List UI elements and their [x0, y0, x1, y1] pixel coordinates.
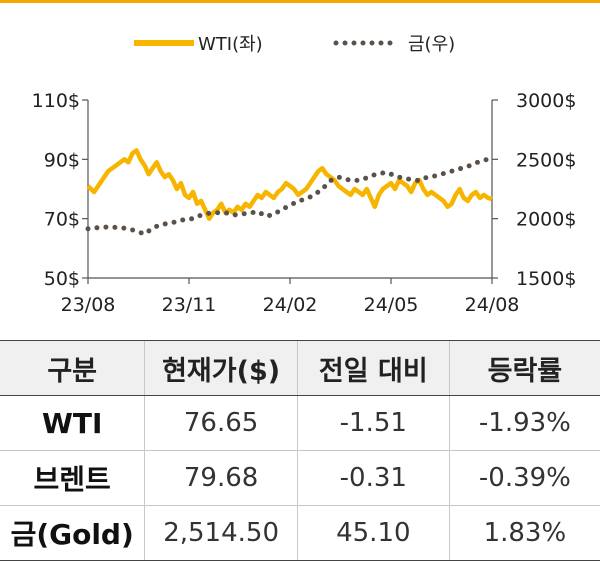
- y-right-tick-label: 1500$: [516, 268, 576, 290]
- legend-wti-label: WTI(좌): [198, 34, 263, 55]
- x-tick-label: 23/08: [61, 294, 116, 316]
- chart: 110$ 90$ 70$ 50$ 3000$ 2500$ 2000$ 1500$ 23/08 23…: [32, 34, 577, 316]
- y-left-tick-label: 70$: [44, 209, 80, 231]
- row-change: 45.10: [296, 505, 450, 561]
- row-rate: -1.93%: [448, 395, 600, 451]
- y-left-tick-label: 50$: [44, 268, 80, 290]
- price-table: 구분 현재가($) 전일 대비 등락률 WTI 76.65 -1.51 -1.9…: [0, 340, 600, 561]
- row-label: 금(Gold): [0, 505, 145, 561]
- row-price: 76.65: [144, 395, 298, 451]
- y-right-tick-label: 2000$: [516, 209, 576, 231]
- row-rate: -0.39%: [448, 450, 600, 506]
- y-right-tick-label: 3000$: [516, 90, 576, 112]
- row-change: -1.51: [296, 395, 450, 451]
- row-label: 브렌트: [0, 450, 145, 506]
- table-row: 브렌트 79.68 -0.31 -0.39%: [0, 450, 600, 506]
- row-rate: 1.83%: [448, 505, 600, 561]
- table-row: 금(Gold) 2,514.50 45.10 1.83%: [0, 505, 600, 561]
- row-label: WTI: [0, 395, 145, 451]
- x-tick-label: 24/02: [263, 294, 318, 316]
- series-line-wti: [86, 148, 493, 221]
- header-change: 전일 대비: [296, 340, 450, 396]
- x-tick-label: 24/08: [465, 294, 520, 316]
- legend-gold-label: 금(우): [408, 34, 455, 55]
- x-tick-label: 24/05: [364, 294, 419, 316]
- y-right-tick-label: 2500$: [516, 149, 576, 171]
- table-header-row: 구분 현재가($) 전일 대비 등락률: [0, 340, 600, 396]
- row-change: -0.31: [296, 450, 450, 506]
- header-price: 현재가($): [144, 340, 298, 396]
- header-category: 구분: [0, 340, 145, 396]
- row-price: 79.68: [144, 450, 298, 506]
- top-accent-border: [0, 0, 600, 3]
- series-line-gold: [85, 155, 495, 237]
- header-rate: 등락률: [448, 340, 600, 396]
- row-price: 2,514.50: [144, 505, 298, 561]
- table-row: WTI 76.65 -1.51 -1.93%: [0, 395, 600, 451]
- y-left-tick-label: 90$: [44, 149, 80, 171]
- y-left-tick-label: 110$: [32, 90, 80, 112]
- x-tick-label: 23/11: [162, 294, 217, 316]
